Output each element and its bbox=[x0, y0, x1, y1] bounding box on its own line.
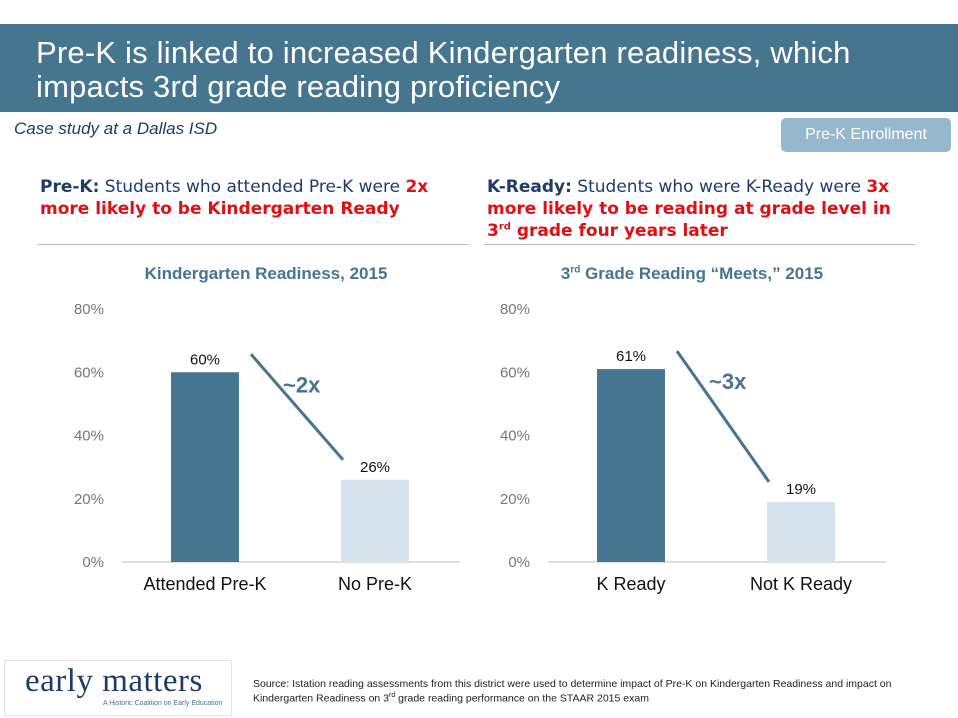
source-note: Source: Istation reading assessments fro… bbox=[253, 678, 892, 705]
kindergarten-readiness-chart: 0% 20% 40% 60% 80% 60% Attended Pre-K 26% No Pre… bbox=[74, 301, 460, 594]
title-banner: Pre-K is linked to increased Kindergarte… bbox=[0, 24, 958, 112]
bar-value-label: 26% bbox=[360, 459, 390, 476]
multiplier-annotation: ~2x bbox=[283, 372, 321, 397]
multiplier-annotation: ~3x bbox=[709, 369, 747, 394]
y-tick-label: 40% bbox=[74, 428, 104, 445]
chart-title-left: Kindergarten Readiness, 2015 bbox=[144, 264, 388, 283]
y-tick-label: 20% bbox=[74, 491, 104, 508]
top-margin bbox=[0, 0, 958, 24]
y-tick-label: 20% bbox=[500, 491, 530, 508]
category-label: No Pre-K bbox=[338, 574, 412, 594]
y-tick-label: 0% bbox=[508, 554, 530, 571]
logo-wordmark: early matters bbox=[25, 663, 203, 699]
page-title: Pre-K is linked to increased Kindergarte… bbox=[36, 35, 851, 104]
pre-k-claim-lead: Pre-K: bbox=[40, 177, 100, 197]
pre-k-enrollment-button[interactable]: Pre-K Enrollment bbox=[781, 118, 951, 152]
trend-line bbox=[249, 353, 345, 461]
case-study-subtitle: Case study at a Dallas ISD bbox=[14, 119, 218, 138]
k-ready-bar-1 bbox=[597, 369, 665, 562]
third-grade-reading-chart: 0% 20% 40% 60% 80% 61% K Ready 19% Not K Ready ~3… bbox=[500, 301, 886, 594]
y-tick-label: 80% bbox=[74, 301, 104, 318]
pre-k-claim-highlight: 2x more likely to be Kindergarten Ready bbox=[40, 177, 429, 219]
y-tick-label: 40% bbox=[500, 428, 530, 445]
early-matters-logo: early matters A Historic Coalition on Ea… bbox=[4, 660, 232, 716]
y-tick-label: 60% bbox=[74, 364, 104, 381]
pre-k-bar-1 bbox=[171, 372, 239, 562]
category-label: Not K Ready bbox=[750, 574, 852, 594]
category-label: Attended Pre-K bbox=[143, 574, 266, 594]
logo-tagline: A Historic Coalition on Early Education bbox=[103, 700, 223, 707]
category-label: K Ready bbox=[596, 574, 665, 594]
y-tick-label: 80% bbox=[500, 301, 530, 318]
bar-value-label: 60% bbox=[190, 351, 220, 368]
pre-k-bar-2 bbox=[341, 479, 409, 562]
left-divider bbox=[38, 244, 469, 245]
chart-title-right: 3rd Grade Reading “Meets,” 2015 bbox=[560, 264, 824, 283]
bar-value-label: 19% bbox=[786, 481, 816, 498]
k-ready-claim-lead: K-Ready: bbox=[487, 177, 572, 197]
k-ready-bar-2 bbox=[767, 501, 835, 562]
pre-k-claim-text: Students who attended Pre-K were bbox=[99, 177, 406, 197]
y-tick-label: 60% bbox=[500, 364, 530, 381]
y-tick-label: 0% bbox=[82, 554, 104, 571]
k-ready-claim: K-Ready: Students who were K-Ready were … bbox=[487, 176, 917, 242]
right-divider bbox=[484, 244, 915, 245]
bar-value-label: 61% bbox=[616, 348, 646, 365]
k-ready-claim-highlight: 3x more likely to be reading at grade le… bbox=[487, 177, 891, 241]
trend-line bbox=[675, 350, 771, 483]
k-ready-claim-text: Students who were K-Ready were bbox=[571, 177, 867, 197]
pre-k-claim: Pre-K: Students who attended Pre-K were … bbox=[40, 176, 460, 220]
